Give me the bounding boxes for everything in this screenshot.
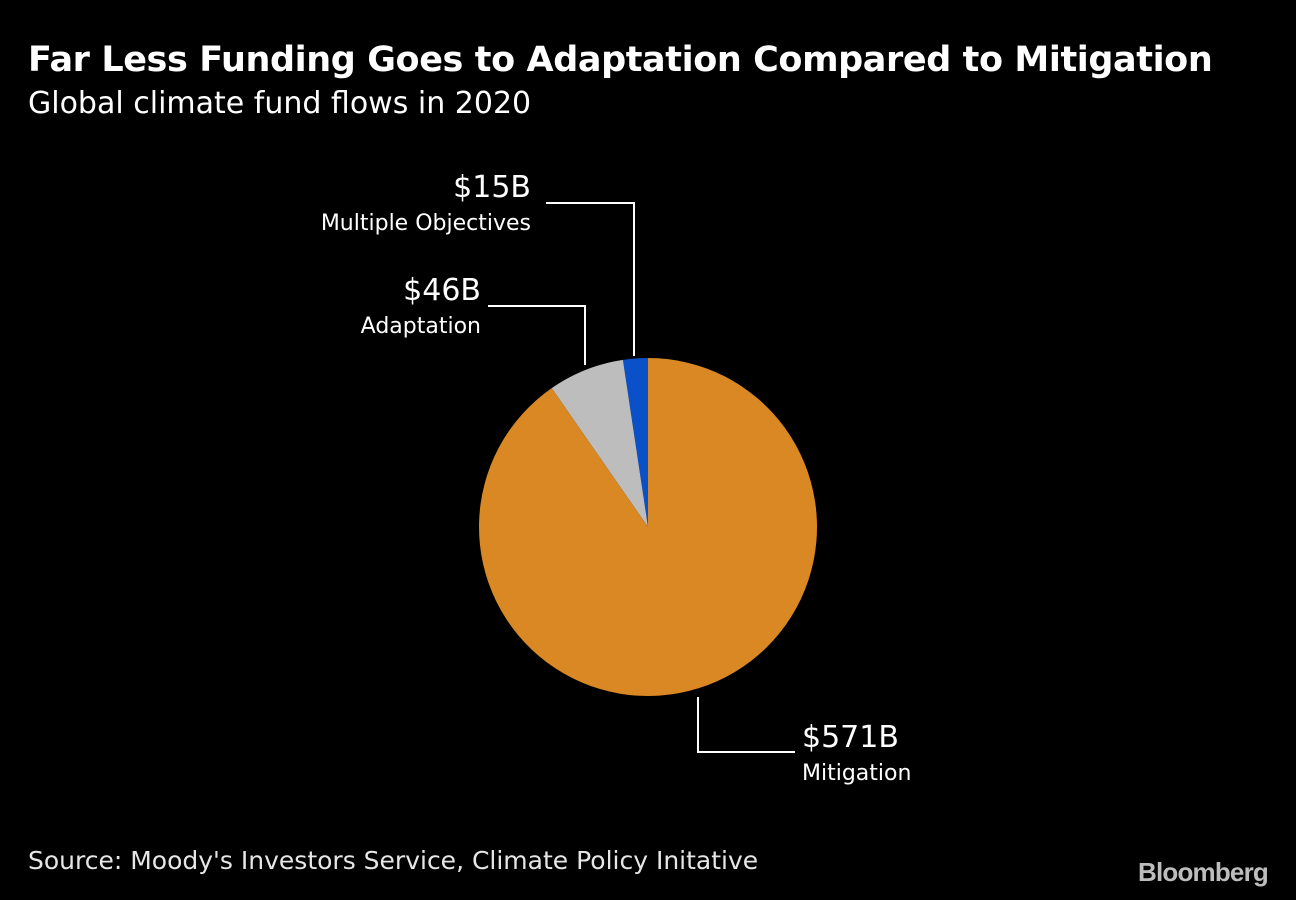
chart-subtitle: Global climate fund flows in 2020 xyxy=(28,86,532,121)
category-label-adaptation: Adaptation xyxy=(361,314,481,339)
category-label-multiple-objectives: Multiple Objectives xyxy=(321,211,531,236)
leader-line-mitigation xyxy=(697,697,795,753)
source-note: Source: Moody's Investors Service, Clima… xyxy=(28,846,759,875)
category-label-mitigation: Mitigation xyxy=(802,761,911,786)
leader-line-adaptation xyxy=(488,305,586,365)
chart-title: Far Less Funding Goes to Adaptation Comp… xyxy=(28,40,1213,80)
value-label-mitigation: $571B xyxy=(802,720,899,755)
leader-lines xyxy=(488,202,795,753)
pie-slices xyxy=(479,358,818,696)
bloomberg-logo: Bloomberg xyxy=(1137,857,1269,887)
slice-labels: $15B Multiple Objectives $46B Adaptation… xyxy=(321,170,912,786)
pie-slice-adaptation xyxy=(551,359,648,527)
value-label-multiple-objectives: $15B xyxy=(453,170,531,205)
pie-slice-mitigation xyxy=(479,358,818,696)
value-label-adaptation: $46B xyxy=(403,273,481,308)
pie-slice-multiple-objectives xyxy=(622,358,648,527)
leader-line-multiple-objectives xyxy=(546,202,635,356)
